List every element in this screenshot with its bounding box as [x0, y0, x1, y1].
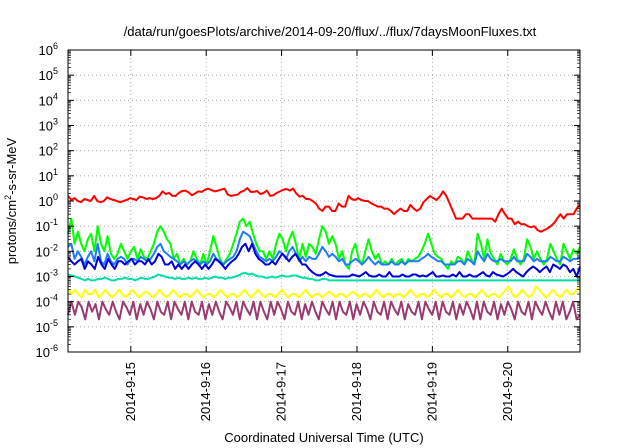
- y-axis-label-prefix: protons/cm: [4, 200, 19, 264]
- series-line-4: [67, 242, 581, 278]
- x-tick-label: 2014-9-16: [198, 362, 213, 421]
- x-tick-label: 2014-9-19: [424, 362, 439, 421]
- x-tick-label: 2014-9-18: [349, 362, 364, 421]
- y-tick-label: 103: [39, 117, 58, 134]
- y-tick-label: 102: [39, 142, 58, 159]
- series-line-1: [67, 187, 581, 233]
- series-line-5: [67, 271, 580, 282]
- series-line-7: [67, 300, 581, 321]
- x-tick-label: 2014-9-17: [274, 362, 289, 421]
- y-axis-label-suffix: -s-sr-MeV: [4, 137, 19, 194]
- x-axis-label: Coordinated Universal Time (UTC): [224, 430, 423, 445]
- x-tick-label: 2014-9-20: [500, 362, 515, 421]
- series-line-6: [67, 285, 581, 299]
- series-layer: [67, 187, 581, 321]
- y-axis-label: protons/cm2-s-sr-MeV: [3, 137, 19, 264]
- y-tick-label: 10-3: [36, 268, 58, 285]
- y-tick-label: 10-2: [36, 242, 58, 259]
- y-tick-label: 10-1: [36, 217, 58, 234]
- y-tick-label: 100: [39, 192, 58, 209]
- y-tick-label: 104: [39, 91, 58, 108]
- axis-ticks: 10-6 10-5 10-4 10-3 10-2 10-1 100 101 102 103 104 1…: [36, 41, 580, 421]
- chart-title: /data/run/goesPlots/archive/2014-09-20/f…: [124, 24, 537, 39]
- grid-lines: [68, 50, 580, 352]
- y-tick-label: 10-4: [36, 293, 58, 310]
- y-tick-label: 101: [39, 167, 58, 184]
- x-tick-label: 2014-9-15: [123, 362, 138, 421]
- series-line-3: [67, 230, 581, 266]
- y-tick-label: 10-6: [36, 343, 58, 360]
- y-tick-label: 106: [39, 41, 58, 58]
- y-tick-label: 105: [39, 66, 58, 83]
- series-line-2: [67, 217, 581, 270]
- y-axis-label-sup: 2: [3, 195, 13, 200]
- y-tick-label: 10-5: [36, 318, 58, 335]
